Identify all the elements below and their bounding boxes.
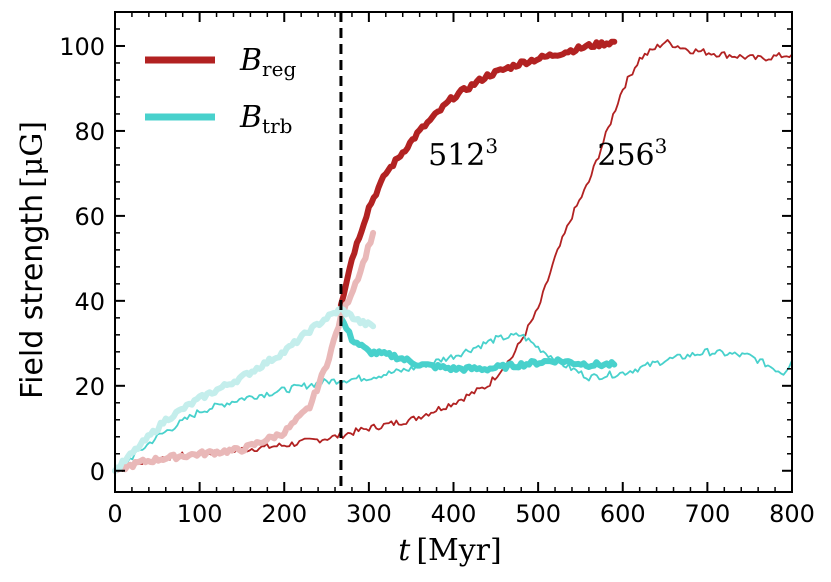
- x-tick-label: 100: [177, 500, 223, 528]
- resolution-annotation: 2563: [597, 134, 667, 173]
- annotations: 5123 2563: [428, 134, 667, 173]
- x-tick-label: 600: [600, 500, 646, 528]
- series-layer: [112, 38, 793, 474]
- x-axis-label: t [Myr]: [398, 533, 501, 568]
- legend: Breg Btrb: [145, 43, 296, 138]
- y-tick-label: 80: [74, 118, 105, 146]
- x-tick-label: 0: [107, 500, 122, 528]
- legend-label-reg: Breg: [239, 43, 296, 81]
- ticks-layer: 0 100 200 300 400 500 600 700 800 0 20 40 60 80 100: [59, 12, 815, 528]
- legend-label-trb: Btrb: [239, 100, 292, 138]
- x-tick-label: 200: [261, 500, 307, 528]
- x-tick-label: 400: [431, 500, 477, 528]
- x-tick-label: 800: [769, 500, 815, 528]
- y-tick-label: 40: [74, 288, 105, 316]
- series-line-b-trb-thin: [114, 332, 793, 472]
- series-line-b-reg-thick: [337, 38, 618, 309]
- series-line-b-reg-faded: [112, 229, 377, 474]
- y-tick-label: 100: [59, 33, 105, 61]
- series-line-b-trb-thick: [337, 314, 618, 374]
- x-tick-label: 700: [684, 500, 730, 528]
- y-tick-label: 60: [74, 203, 105, 231]
- plot-frame: [114, 11, 793, 493]
- y-axis-label: Field strength[μG]: [15, 121, 50, 399]
- series-line-b-reg-thin: [114, 39, 793, 473]
- resolution-annotation: 5123: [428, 134, 498, 173]
- x-tick-label: 500: [515, 500, 561, 528]
- series-line-b-trb-faded: [112, 305, 377, 474]
- x-tick-label: 300: [346, 500, 392, 528]
- y-tick-label: 0: [90, 458, 105, 486]
- y-tick-label: 20: [74, 373, 105, 401]
